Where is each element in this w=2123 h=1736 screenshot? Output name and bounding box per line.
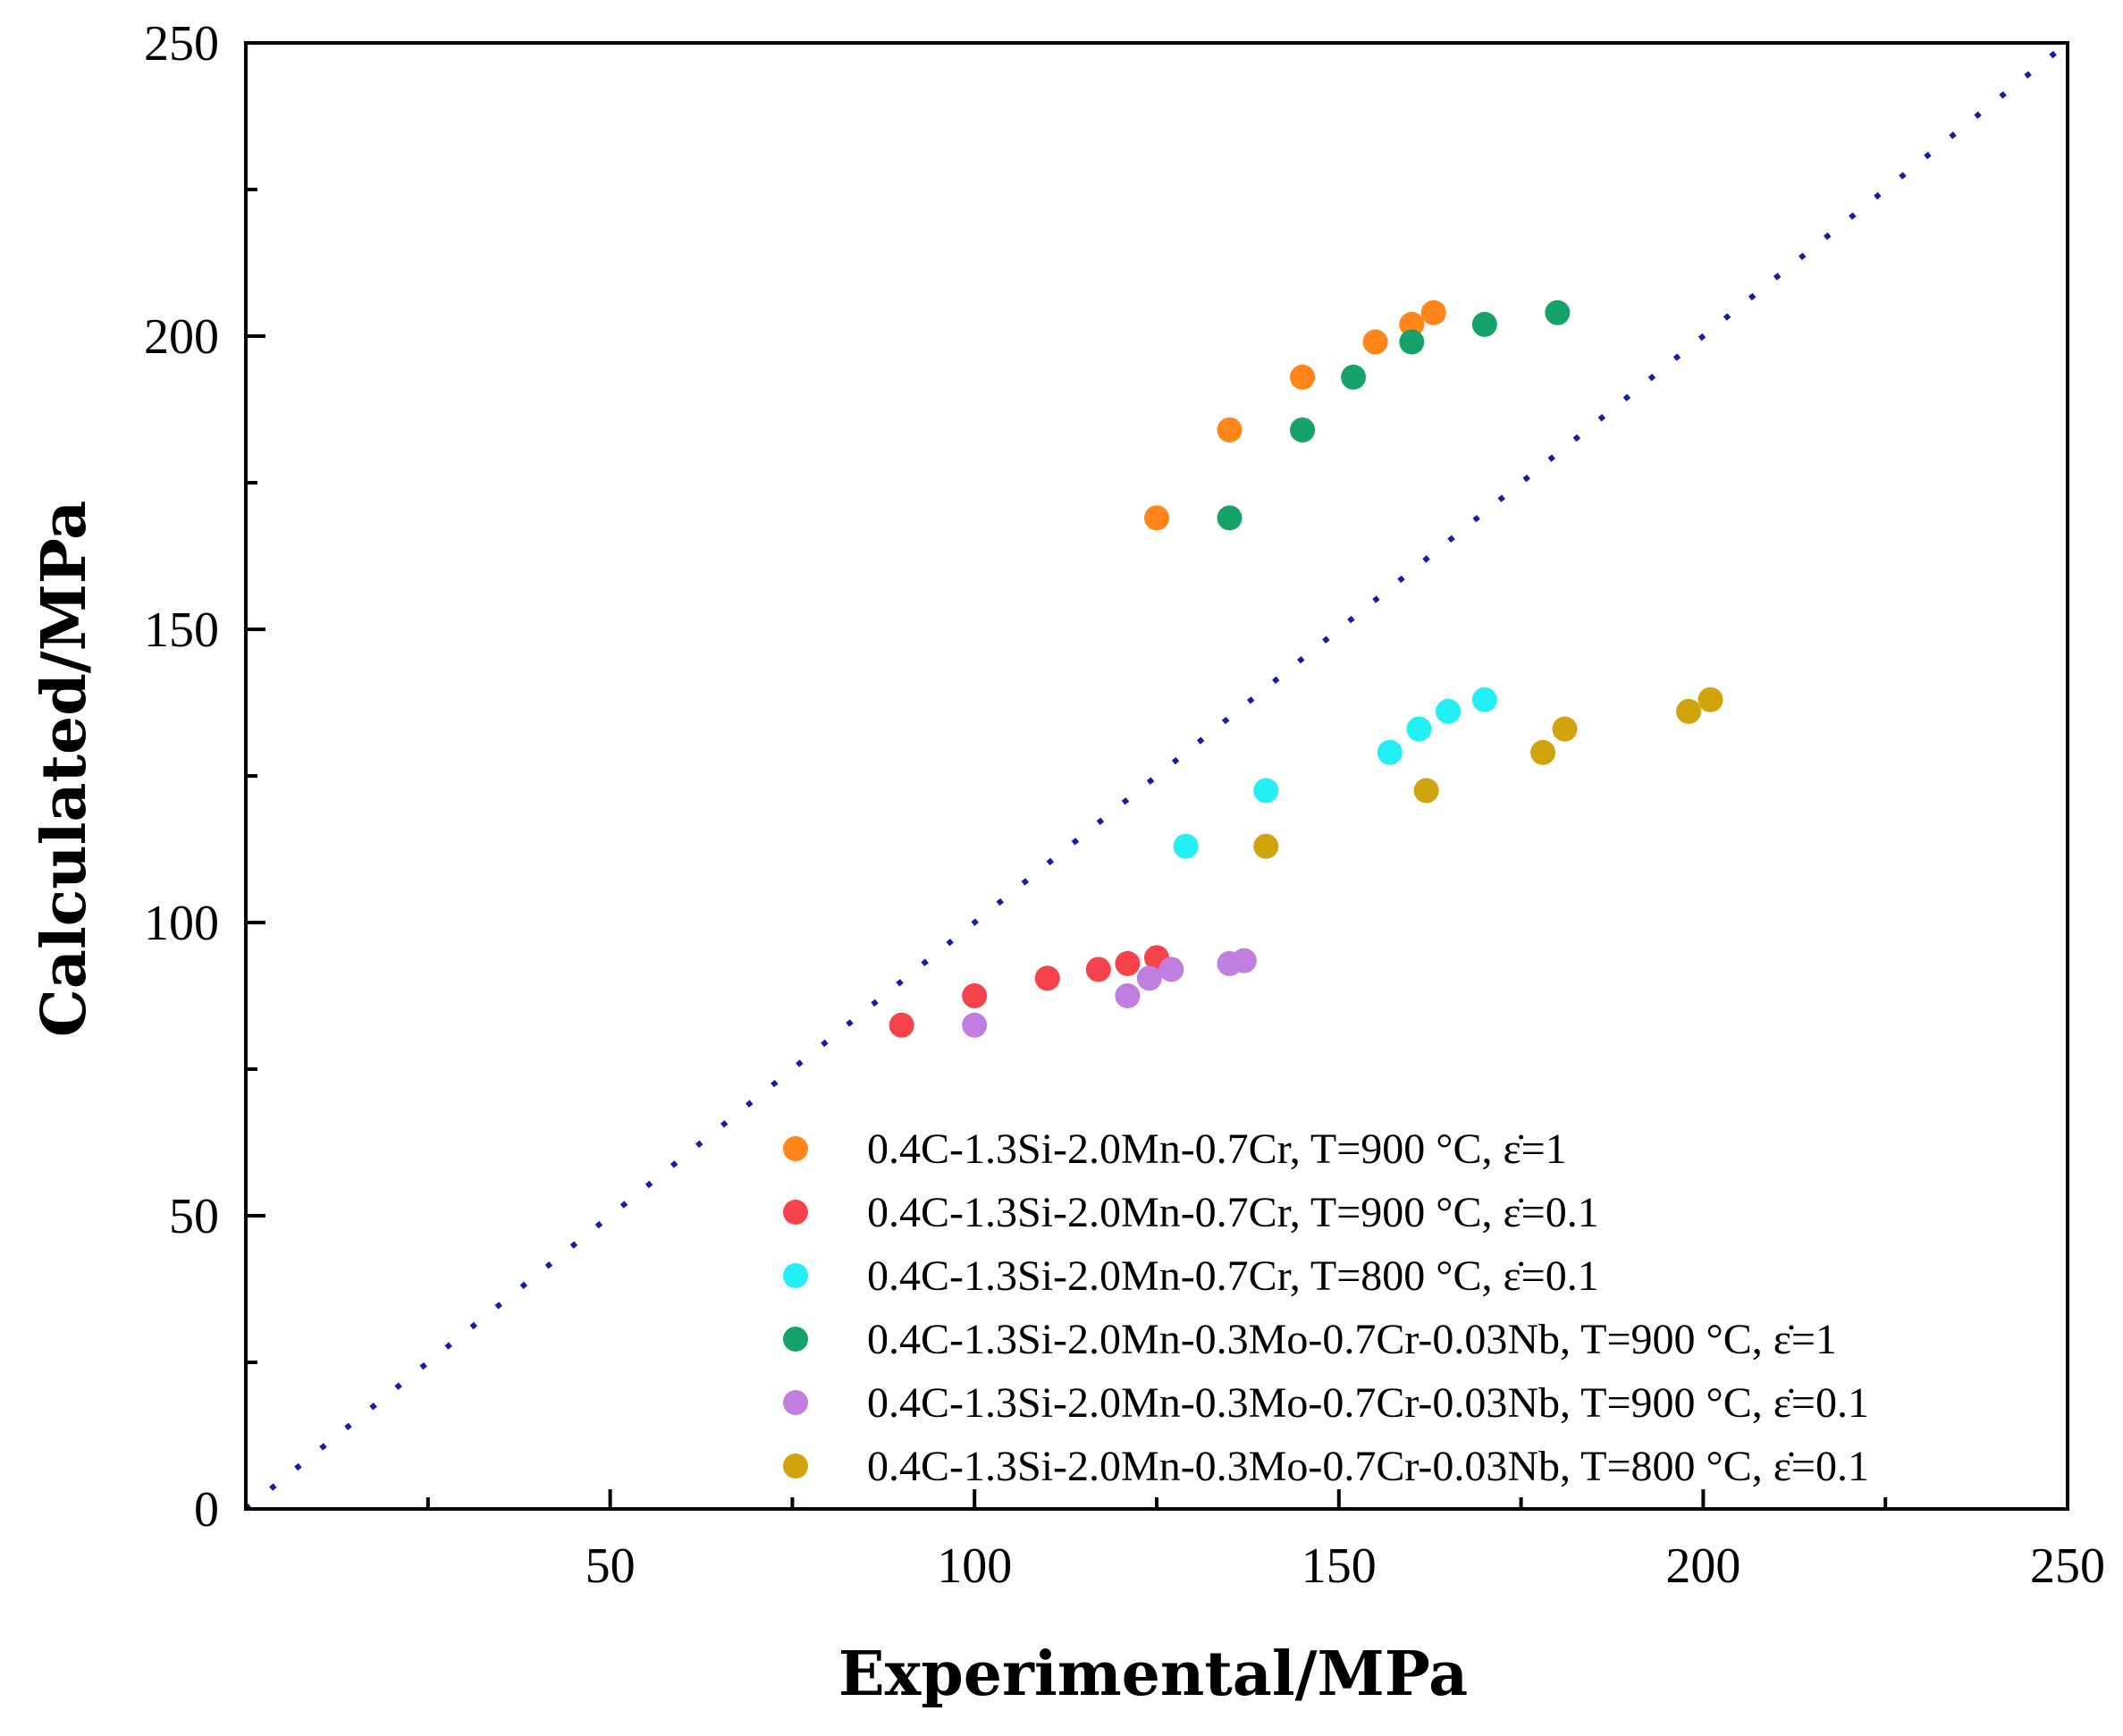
legend-marker [783,1327,808,1352]
x-tick-label: 250 [2030,1538,2105,1594]
series-6 [1253,687,1723,859]
data-point [1399,311,1425,337]
y-tick-label: 200 [144,309,219,365]
data-point [1362,329,1388,355]
data-point [962,983,988,1008]
data-point [1290,417,1316,442]
legend-label: 0.4C-1.3Si-2.0Mn-0.7Cr, T=800 °C, ε̇=0.1 [867,1252,1599,1300]
legend-marker [783,1200,808,1225]
data-point [1341,364,1367,390]
x-tick-label: 50 [586,1538,636,1594]
legend: 0.4C-1.3Si-2.0Mn-0.7Cr, T=900 °C, ε̇=1 0.… [783,1125,1869,1490]
data-point [1115,950,1141,976]
series-1 [1144,299,1446,531]
data-point [1552,716,1578,742]
data-point [1290,364,1316,390]
data-point [1231,948,1257,973]
reference-line [244,40,2069,1512]
x-tick-label: 200 [1665,1538,1740,1594]
data-point [1471,311,1497,337]
y-tick-label: 250 [144,16,219,72]
data-point [1144,505,1169,531]
data-point [1676,698,1702,724]
data-point [1471,687,1497,712]
data-point [1173,833,1199,859]
data-point [1530,739,1556,765]
data-point [1406,716,1432,742]
series-2 [889,945,1169,1038]
data-point [1377,739,1403,765]
legend-label: 0.4C-1.3Si-2.0Mn-0.3Mo-0.7Cr-0.03Nb, T=8… [867,1443,1869,1490]
data-point [1217,417,1243,442]
data-point [889,1012,914,1038]
series-3 [1173,687,1497,859]
data-point [1545,299,1571,325]
data-point [1158,956,1184,982]
legend-marker [783,1454,808,1479]
data-point [1085,956,1111,982]
legend-label: 0.4C-1.3Si-2.0Mn-0.3Mo-0.7Cr-0.03Nb, T=9… [867,1379,1869,1427]
data-point [1034,965,1060,991]
legend-marker [783,1136,808,1161]
legend-marker [783,1390,808,1415]
series-4 [1217,299,1571,531]
data-point [1436,698,1462,724]
data-point [1413,778,1439,804]
data-point [1698,687,1723,712]
y-tick-label: 0 [194,1482,219,1538]
legend-label: 0.4C-1.3Si-2.0Mn-0.3Mo-0.7Cr-0.03Nb, T=9… [867,1316,1837,1363]
legend-marker [783,1263,808,1288]
x-tick-label: 100 [937,1538,1012,1594]
data-point [962,1012,988,1038]
data-point [1253,833,1279,859]
x-tick-label: 150 [1302,1538,1377,1594]
data-point [1420,299,1446,325]
series-5 [962,948,1257,1038]
y-axis-title: Calculated/MPa [29,501,100,1037]
data-point [1115,983,1141,1008]
y-tick-label: 150 [144,603,219,658]
data-point [1399,329,1425,355]
data-point [1217,505,1243,531]
legend-label: 0.4C-1.3Si-2.0Mn-0.7Cr, T=900 °C, ε̇=1 [867,1125,1567,1173]
data-point [1253,778,1279,804]
y-tick-label: 100 [144,896,219,951]
data-point [1136,965,1162,991]
legend-label: 0.4C-1.3Si-2.0Mn-0.7Cr, T=900 °C, ε̇=0.1 [867,1189,1599,1236]
y-tick-label: 50 [169,1189,219,1244]
x-axis-title: Experimental/MPa [838,1639,1468,1710]
